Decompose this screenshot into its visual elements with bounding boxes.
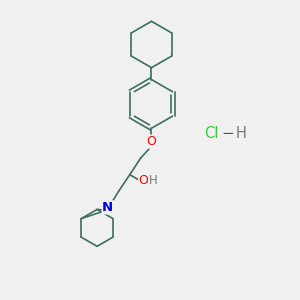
Text: N: N: [102, 201, 113, 214]
Text: Cl: Cl: [204, 126, 218, 141]
Text: H: H: [148, 174, 157, 187]
Text: O: O: [146, 135, 156, 148]
Text: H: H: [235, 126, 246, 141]
Text: −: −: [221, 126, 234, 141]
Text: O: O: [139, 174, 148, 187]
